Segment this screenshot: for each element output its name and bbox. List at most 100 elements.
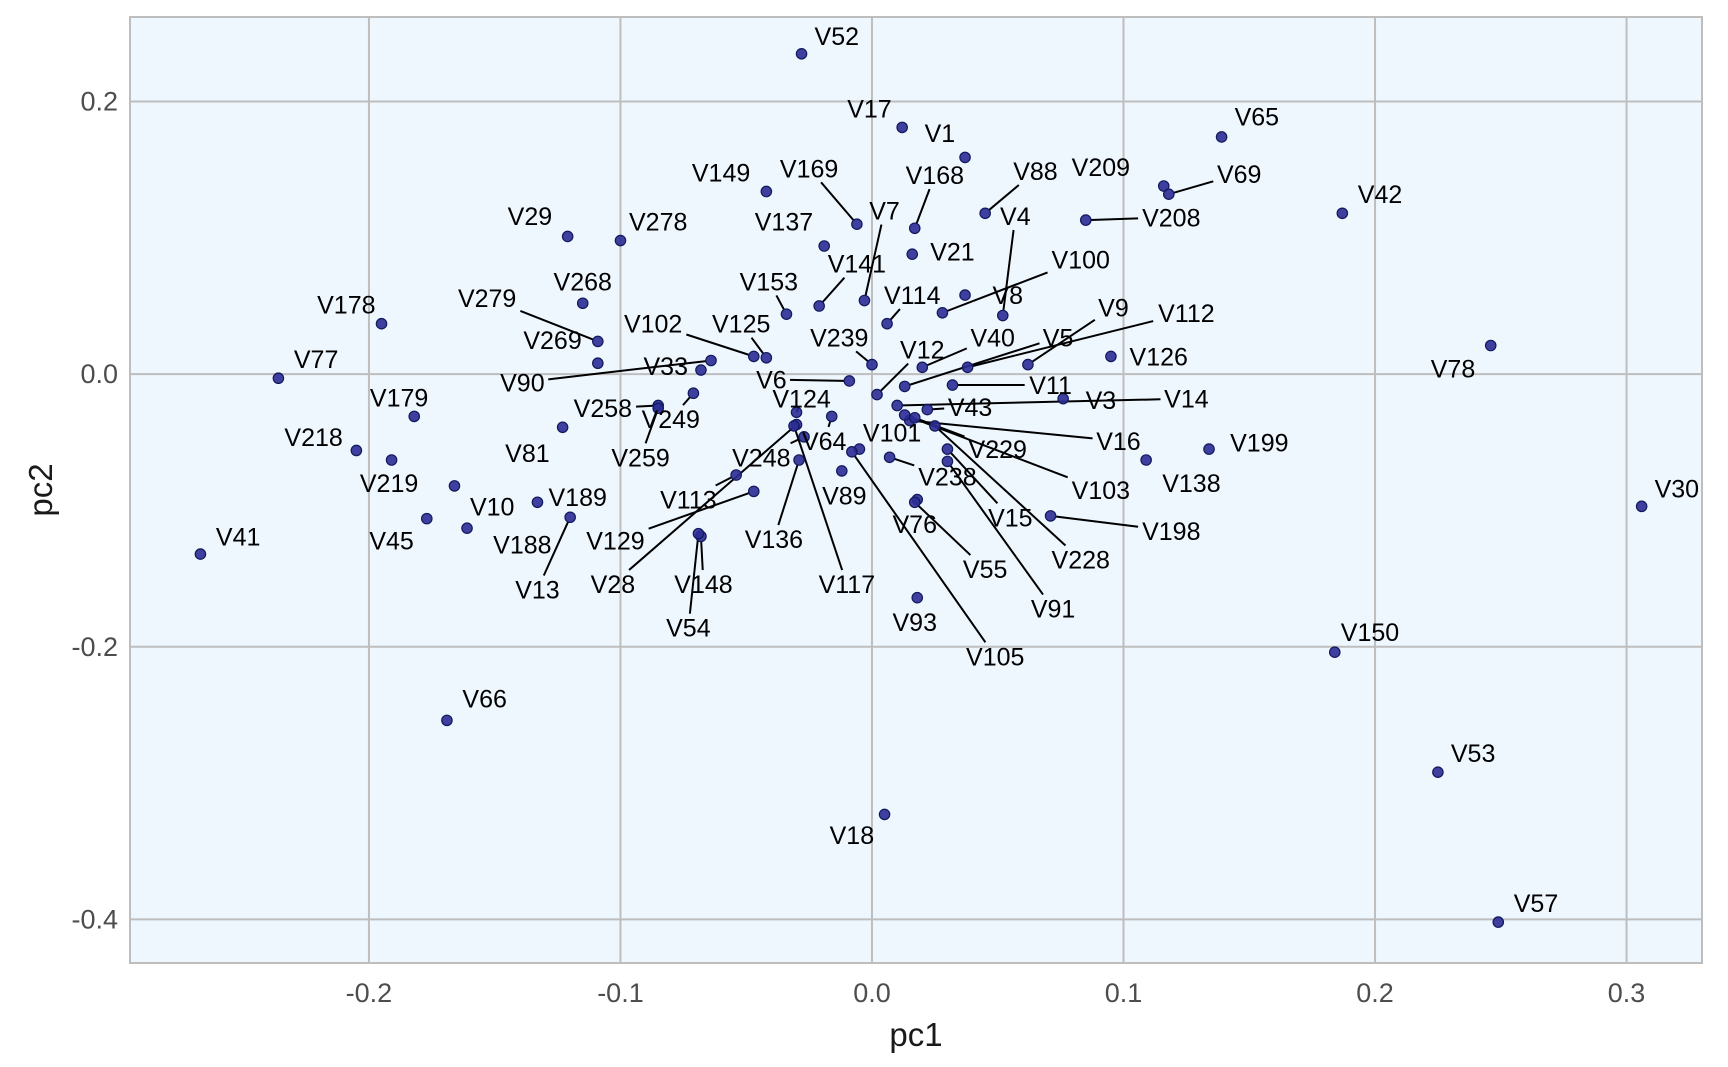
- leader-line-v88: [988, 184, 1020, 211]
- point-v6: [843, 375, 856, 387]
- plot-panel: [129, 16, 1703, 964]
- leader-line-v113: [715, 476, 733, 487]
- leader-line-v169: [820, 181, 855, 222]
- leader-line-v7: [864, 224, 883, 296]
- leader-line-v6: [789, 378, 845, 382]
- point-label-v103: V103: [1072, 477, 1130, 505]
- point-v169: [851, 218, 863, 230]
- point-label-v66: V66: [462, 686, 506, 714]
- leader-line-v9: [1031, 318, 1096, 363]
- leader-line-v141: [821, 277, 846, 303]
- point-label-v40: V40: [970, 324, 1014, 352]
- point-label-v52: V52: [815, 23, 859, 51]
- point-v55: [908, 496, 921, 509]
- point-label-v178: V178: [317, 292, 375, 320]
- point-label-v93: V93: [893, 609, 937, 637]
- leader-line-v55: [917, 504, 972, 556]
- point-v45: [420, 512, 433, 525]
- point-label-v41: V41: [216, 523, 260, 551]
- point-v18: [878, 808, 891, 821]
- point-label-v53: V53: [1451, 740, 1495, 768]
- point-label-v77: V77: [294, 346, 338, 374]
- point-v52: [795, 48, 808, 60]
- point-label-v169: V169: [780, 155, 838, 183]
- point-v33: [695, 364, 707, 376]
- leader-line-v148: [700, 541, 704, 571]
- point-v88: [979, 207, 991, 220]
- point-v102: [747, 350, 760, 363]
- leader-line-v14: [902, 398, 1161, 407]
- leader-line-v15: [950, 452, 999, 504]
- point-label-v54: V54: [666, 615, 711, 643]
- point-v150: [1328, 646, 1341, 659]
- gridlines: [130, 17, 1702, 963]
- point-v4: [996, 309, 1009, 322]
- point-label-v88: V88: [1013, 158, 1057, 186]
- leader-line-v258: [636, 404, 654, 408]
- leader-line-v43: [932, 407, 945, 411]
- point-label-v238: V238: [918, 463, 976, 491]
- point-label-v141: V141: [828, 251, 886, 279]
- point-label-v150: V150: [1341, 619, 1399, 647]
- point-label-v18: V18: [830, 822, 874, 850]
- x-tick-label: 0.0: [853, 978, 891, 1008]
- point-v66: [441, 714, 453, 727]
- point-label-v15: V15: [988, 504, 1032, 532]
- point-label-v14: V14: [1164, 386, 1209, 414]
- point-label-v9: V9: [1098, 294, 1129, 322]
- point-label-v198: V198: [1142, 518, 1200, 546]
- leader-line-v129: [648, 492, 750, 530]
- leader-line-v12: [879, 362, 909, 392]
- point-label-v43: V43: [948, 394, 992, 422]
- leader-line-v102: [686, 333, 750, 356]
- point-v105: [846, 446, 858, 458]
- point-v269: [592, 357, 604, 370]
- leader-line-v228: [937, 428, 1067, 547]
- point-v249: [687, 387, 700, 400]
- point-v278: [614, 234, 627, 247]
- point-v268: [576, 297, 589, 310]
- point-label-v64: V64: [802, 428, 847, 456]
- point-label-v81: V81: [505, 440, 549, 468]
- point-label-v168: V168: [906, 162, 964, 190]
- point-v21: [906, 248, 919, 260]
- point-v43: [921, 403, 934, 416]
- point-label-v29: V29: [508, 203, 552, 231]
- point-v10: [448, 480, 461, 492]
- point-label-v105: V105: [966, 643, 1024, 671]
- point-label-v269: V269: [523, 327, 581, 355]
- x-tick-label: 0.3: [1608, 978, 1646, 1008]
- leader-line-v114: [889, 308, 901, 321]
- point-label-v218: V218: [284, 424, 342, 452]
- point-label-v228: V228: [1052, 547, 1110, 575]
- point-label-v5: V5: [1043, 324, 1074, 352]
- point-label-v179: V179: [370, 384, 428, 412]
- point-label-v114: V114: [884, 282, 941, 310]
- point-v65: [1215, 131, 1228, 143]
- leader-line-v112: [972, 320, 1154, 368]
- y-tick-label: -0.4: [71, 904, 118, 934]
- y-axis-ticks: -0.4 -0.2 0.0 0.2: [71, 87, 118, 935]
- point-v12: [871, 388, 883, 401]
- point-v53: [1432, 766, 1444, 778]
- leader-line-v100: [946, 271, 1048, 312]
- point-label-v259: V259: [611, 444, 669, 472]
- point-label-v4: V4: [1000, 203, 1031, 231]
- point-v54: [692, 527, 705, 540]
- point-v40: [916, 361, 929, 374]
- point-label-v129: V129: [586, 527, 644, 555]
- point-label-v278: V278: [629, 208, 687, 236]
- point-label-v21: V21: [930, 238, 974, 266]
- point-label-v138: V138: [1162, 470, 1220, 498]
- point-label-v102: V102: [624, 311, 682, 339]
- point-v9: [1022, 358, 1034, 371]
- point-label-v136: V136: [745, 526, 803, 554]
- y-tick-label: 0.0: [80, 359, 118, 389]
- point-v208: [1079, 214, 1092, 226]
- point-label-v69: V69: [1217, 161, 1261, 189]
- point-v129: [747, 485, 760, 498]
- point-label-v148: V148: [674, 571, 732, 599]
- leader-line-v168: [915, 188, 931, 224]
- point-label-v91: V91: [1031, 596, 1075, 624]
